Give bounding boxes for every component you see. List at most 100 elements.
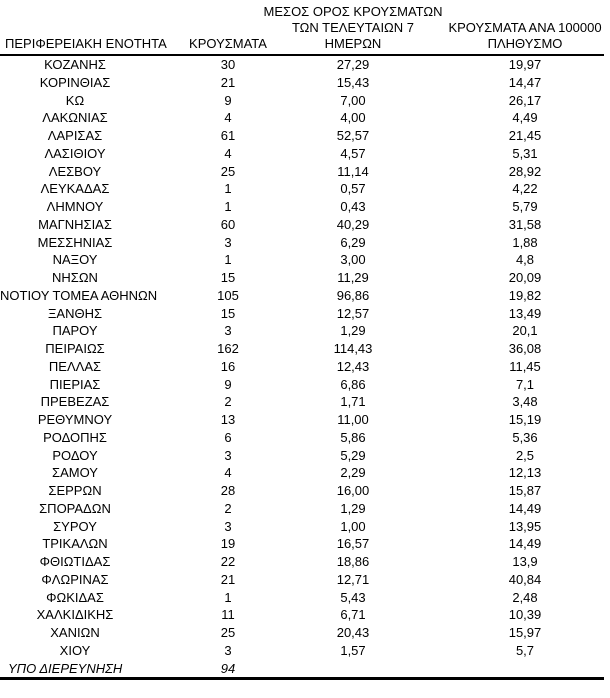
avg7-cell: 12,71 (336, 571, 370, 587)
col-header-avg7: ΜΕΣΟΣ ΟΡΟΣ ΚΡΟΥΣΜΑΤΩΝ ΤΩΝ ΤΕΛΕΥΤΑΙΩΝ 7 Η… (253, 4, 453, 52)
region-cell: ΚΩ (65, 92, 85, 108)
region-cell: ΞΑΝΘΗΣ (47, 305, 103, 321)
region-cell: ΝΟΤΙΟΥ ΤΟΜΕΑ ΑΘΗΝΩΝ (0, 287, 158, 303)
avg7-cell: 15,43 (336, 74, 370, 90)
per100k-cell: 7,1 (515, 376, 535, 392)
per100k-cell: 10,39 (508, 607, 542, 623)
region-cell: ΣΠΟΡΑΔΩΝ (39, 500, 111, 516)
table-row: ΝΑΞΟΥ 1 3,00 4,8 (0, 251, 604, 269)
table-row: ΞΑΝΘΗΣ 15 12,57 13,49 (0, 305, 604, 323)
table-row: ΛΗΜΝΟΥ 1 0,43 5,79 (0, 198, 604, 216)
avg7-cell: 0,43 (340, 199, 366, 214)
region-cell: ΦΛΩΡΙΝΑΣ (41, 571, 109, 587)
per100k-cell: 40,84 (508, 571, 542, 587)
avg7-cell: 6,29 (340, 234, 366, 250)
table-row: ΚΟΡΙΝΘΙΑΣ 21 15,43 14,47 (0, 74, 604, 92)
footer-row-under-investigation: ΥΠΟ ΔΙΕΡΕΥΝΗΣΗ 94 (0, 660, 604, 678)
per100k-cell: 13,9 (512, 554, 538, 569)
per100k-cell: 28,92 (508, 163, 542, 179)
cases-cell: 2 (224, 500, 232, 516)
table-row: ΛΕΣΒΟΥ 25 11,14 28,92 (0, 163, 604, 181)
avg7-cell: 1,29 (340, 323, 366, 339)
avg7-cell: 18,86 (336, 554, 370, 569)
cases-cell: 1 (224, 252, 232, 268)
table-row: ΝΟΤΙΟΥ ΤΟΜΕΑ ΑΘΗΝΩΝ 105 96,86 19,82 (0, 287, 604, 305)
table-row: ΣΠΟΡΑΔΩΝ 2 1,29 14,49 (0, 500, 604, 518)
cases-cell: 30 (220, 57, 236, 72)
region-cell: ΠΕΛΛΑΣ (48, 358, 102, 374)
table-row: ΛΕΥΚΑΔΑΣ 1 0,57 4,22 (0, 180, 604, 198)
avg7-cell: 7,00 (340, 92, 366, 108)
cases-cell: 9 (224, 92, 232, 108)
region-cell: ΝΑΞΟΥ (52, 252, 98, 268)
avg7-cell: 5,86 (340, 429, 366, 445)
table-body: ΚΟΖΑΝΗΣ 30 27,29 19,97 ΚΟΡΙΝΘΙΑΣ 21 15,4… (0, 56, 604, 677)
cases-cell: 13 (220, 412, 236, 427)
cases-cell: 61 (220, 128, 236, 143)
region-cell: ΣΑΜΟΥ (52, 465, 98, 481)
region-cell: ΦΩΚΙΔΑΣ (46, 589, 104, 605)
cases-cell: 3 (224, 518, 232, 534)
per100k-cell: 31,58 (508, 216, 542, 232)
table-row: ΧΑΛΚΙΔΙΚΗΣ 11 6,71 10,39 (0, 606, 604, 624)
per100k-cell: 13,49 (508, 305, 542, 321)
per100k-cell: 20,1 (512, 323, 538, 339)
table-row: ΛΑΣΙΘΙΟΥ 4 4,57 5,31 (0, 145, 604, 163)
table-row: ΜΕΣΣΗΝΙΑΣ 3 6,29 1,88 (0, 234, 604, 252)
table-row: ΠΙΕΡΙΑΣ 9 6,86 7,1 (0, 376, 604, 394)
region-cell: ΛΑΡΙΣΑΣ (47, 128, 103, 143)
avg7-cell: 5,29 (340, 447, 366, 463)
cases-cell: 15 (220, 270, 236, 285)
avg7-cell: 20,43 (336, 625, 370, 640)
col-header-avg7-line1: ΜΕΣΟΣ ΟΡΟΣ ΚΡΟΥΣΜΑΤΩΝ (263, 4, 443, 19)
table-row: ΜΑΓΝΗΣΙΑΣ 60 40,29 31,58 (0, 216, 604, 234)
region-cell: ΧΑΛΚΙΔΙΚΗΣ (36, 607, 114, 623)
per100k-cell: 21,45 (508, 128, 542, 143)
table-row: ΝΗΣΩΝ 15 11,29 20,09 (0, 269, 604, 287)
cases-cell: 3 (224, 323, 232, 339)
cases-cell: 22 (220, 554, 236, 569)
avg7-cell: 27,29 (336, 57, 370, 72)
cases-cell: 28 (220, 483, 236, 498)
table-row: ΡΟΔΟΠΗΣ 6 5,86 5,36 (0, 429, 604, 447)
cases-cell: 3 (224, 642, 232, 658)
table-row: ΛΑΚΩΝΙΑΣ 4 4,00 4,49 (0, 109, 604, 127)
per100k-cell: 14,49 (508, 500, 542, 516)
per100k-cell: 5,31 (512, 145, 538, 161)
region-cell: ΛΕΣΒΟΥ (48, 163, 102, 179)
region-cell: ΛΕΥΚΑΔΑΣ (40, 181, 110, 197)
avg7-cell: 16,57 (336, 536, 370, 552)
avg7-cell: 12,43 (336, 358, 370, 374)
cases-cell: 60 (220, 216, 236, 232)
avg7-cell: 11,00 (337, 412, 369, 427)
cases-cell: 21 (220, 74, 236, 90)
cases-cell: 4 (224, 110, 232, 126)
per100k-cell: 19,97 (508, 57, 542, 72)
per100k-cell: 2,5 (515, 447, 535, 463)
cases-cell: 15 (220, 305, 236, 321)
avg7-cell: 4,00 (340, 110, 366, 126)
avg7-cell: 6,71 (340, 607, 366, 623)
table-row: ΠΕΛΛΑΣ 16 12,43 11,45 (0, 358, 604, 376)
cases-cell: 2 (224, 394, 232, 410)
col-header-cases: ΚΡΟΥΣΜΑΤΑ (189, 36, 267, 51)
region-cell: ΠΡΕΒΕΖΑΣ (40, 394, 110, 410)
per100k-cell: 20,09 (508, 270, 542, 285)
cases-cell: 4 (224, 145, 232, 161)
col-header-per100k-line2: ΠΛΗΘΥΣΜΟ (487, 36, 563, 51)
cases-table: ΚΟΖΑΝΗΣ 30 27,29 19,97 ΚΟΡΙΝΘΙΑΣ 21 15,4… (0, 56, 604, 677)
per100k-cell (440, 660, 604, 678)
avg7-cell: 40,29 (336, 216, 370, 232)
cases-cell: 25 (220, 625, 236, 640)
per100k-cell: 11,45 (509, 358, 541, 374)
table-row: ΛΑΡΙΣΑΣ 61 52,57 21,45 (0, 127, 604, 145)
avg7-cell: 1,71 (340, 394, 366, 410)
region-cell: ΚΟΖΑΝΗΣ (44, 57, 106, 72)
cases-cell: 19 (220, 536, 236, 552)
table-row: ΚΩ 9 7,00 26,17 (0, 92, 604, 110)
region-cell: ΜΑΓΝΗΣΙΑΣ (38, 216, 112, 232)
region-cell: ΡΟΔΟΠΗΣ (43, 429, 107, 445)
cases-cell: 1 (224, 589, 232, 605)
cases-cell: 1 (224, 199, 232, 214)
avg7-cell (306, 660, 440, 678)
